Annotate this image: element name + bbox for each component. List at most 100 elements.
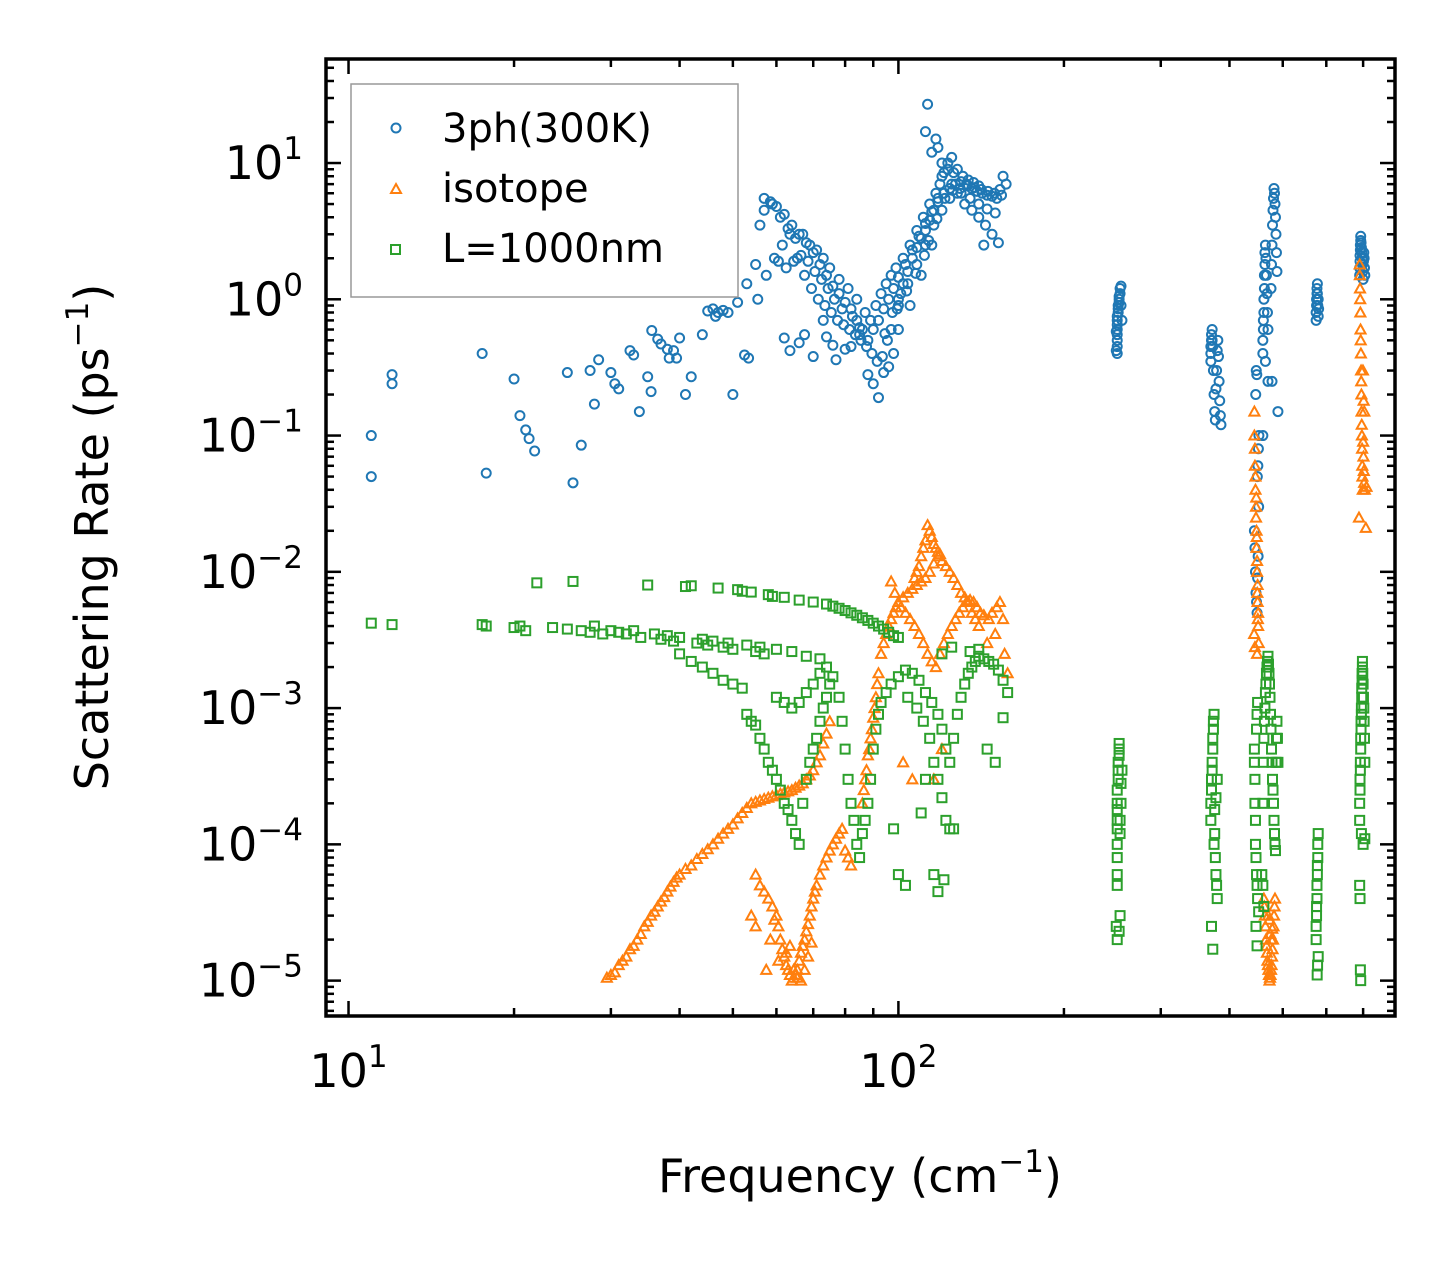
data-point-circle (891, 303, 903, 315)
data-point-triangle (1247, 626, 1261, 639)
data-point-circle (855, 334, 867, 346)
data-point-circle (938, 167, 950, 179)
data-point-circle (802, 255, 814, 267)
data-point-square (750, 719, 762, 731)
data-point-triangle (672, 867, 687, 880)
data-point-circle (1206, 324, 1218, 336)
data-point-square (561, 623, 573, 635)
data-point-square (1354, 893, 1366, 905)
data-point-square (1111, 879, 1123, 891)
data-point-triangle (844, 858, 858, 871)
data-point-square (851, 838, 863, 850)
data-point-triangle (803, 908, 817, 921)
data-point-square (1358, 715, 1370, 727)
data-point-square (1257, 879, 1269, 891)
data-point-triangle (748, 867, 763, 880)
data-point-triangle (1356, 449, 1371, 462)
data-point-square (1252, 893, 1264, 905)
data-point-square (1271, 715, 1283, 727)
data-point-square (892, 631, 904, 643)
data-point-circle (904, 239, 916, 251)
data-point-circle (872, 392, 884, 404)
data-point-square (520, 625, 532, 637)
data-point-triangle (841, 850, 855, 863)
data-point-square (1357, 667, 1369, 679)
data-point-square (807, 743, 819, 755)
data-point-square (1257, 797, 1269, 809)
data-point-circle (788, 255, 800, 267)
data-point-square (1355, 708, 1367, 720)
data-point-square (1354, 964, 1366, 976)
data-point-triangle (1268, 891, 1282, 904)
y-tick-label: 100 (225, 267, 303, 326)
data-point-triangle (771, 919, 786, 932)
data-point-square (817, 702, 829, 714)
data-point-circle (959, 198, 971, 210)
data-point-square (1268, 797, 1280, 809)
data-point-square (1258, 732, 1270, 744)
data-point-circle (946, 151, 958, 163)
data-point-triangle (1353, 322, 1368, 335)
data-point-circle (508, 373, 520, 385)
data-point-triangle (657, 890, 671, 903)
data-point-circle (674, 332, 686, 344)
data-point-circle (1259, 355, 1271, 367)
data-point-triangle (925, 654, 939, 667)
data-point-triangle (744, 796, 758, 809)
data-point-square (567, 575, 579, 587)
data-point-circle (1258, 306, 1270, 318)
data-point-circle (365, 471, 377, 483)
data-point-square (778, 591, 790, 603)
series-2 (365, 575, 1371, 987)
data-point-circle (932, 142, 944, 154)
data-point-circle (752, 293, 764, 305)
data-point-circle (872, 314, 884, 326)
data-point-circle (833, 273, 845, 285)
data-point-circle (966, 204, 978, 216)
data-point-square (1311, 893, 1323, 905)
data-point-triangle (1353, 305, 1368, 318)
data-point-circle (1252, 572, 1264, 584)
data-point-triangle (1261, 908, 1275, 921)
data-point-square (1249, 797, 1261, 809)
data-point-square (1268, 828, 1280, 840)
data-point-circle (930, 187, 942, 199)
data-point-circle (931, 213, 943, 225)
data-point-circle (917, 211, 929, 223)
data-point-circle (817, 314, 829, 326)
data-point-triangle (918, 571, 933, 584)
data-point-circle (1213, 375, 1225, 387)
data-point-square (1211, 879, 1223, 891)
data-point-triangle (922, 564, 937, 577)
x-tick-label: 102 (859, 1039, 937, 1098)
data-point-square (944, 756, 956, 768)
data-point-triangle (959, 594, 974, 608)
data-point-square (1113, 743, 1125, 755)
data-point-circle (979, 219, 991, 231)
data-point-triangle (1248, 640, 1262, 653)
data-point-circle (1257, 430, 1269, 442)
data-point-circle (523, 433, 535, 445)
data-point-triangle (1247, 428, 1262, 441)
data-point-square (1111, 838, 1123, 850)
data-point-square (790, 828, 802, 840)
data-point-square (966, 661, 978, 673)
data-point-circle (575, 439, 587, 451)
data-point-square (786, 814, 798, 826)
data-point-circle (561, 367, 573, 379)
data-point-square (1251, 723, 1263, 735)
data-point-square (642, 579, 654, 591)
data-point-triangle (823, 843, 837, 856)
data-point-circle (923, 235, 935, 247)
data-point-triangle (773, 932, 788, 945)
data-point-square (1249, 814, 1261, 826)
data-point-square (778, 696, 790, 708)
data-point-circle (758, 204, 770, 216)
data-point-square (848, 814, 860, 826)
data-point-square (1355, 743, 1367, 755)
data-point-square (774, 784, 786, 796)
data-point-circle (975, 183, 987, 195)
data-point-circle (776, 239, 788, 251)
data-point-triangle (773, 786, 788, 799)
data-point-square (674, 631, 686, 643)
